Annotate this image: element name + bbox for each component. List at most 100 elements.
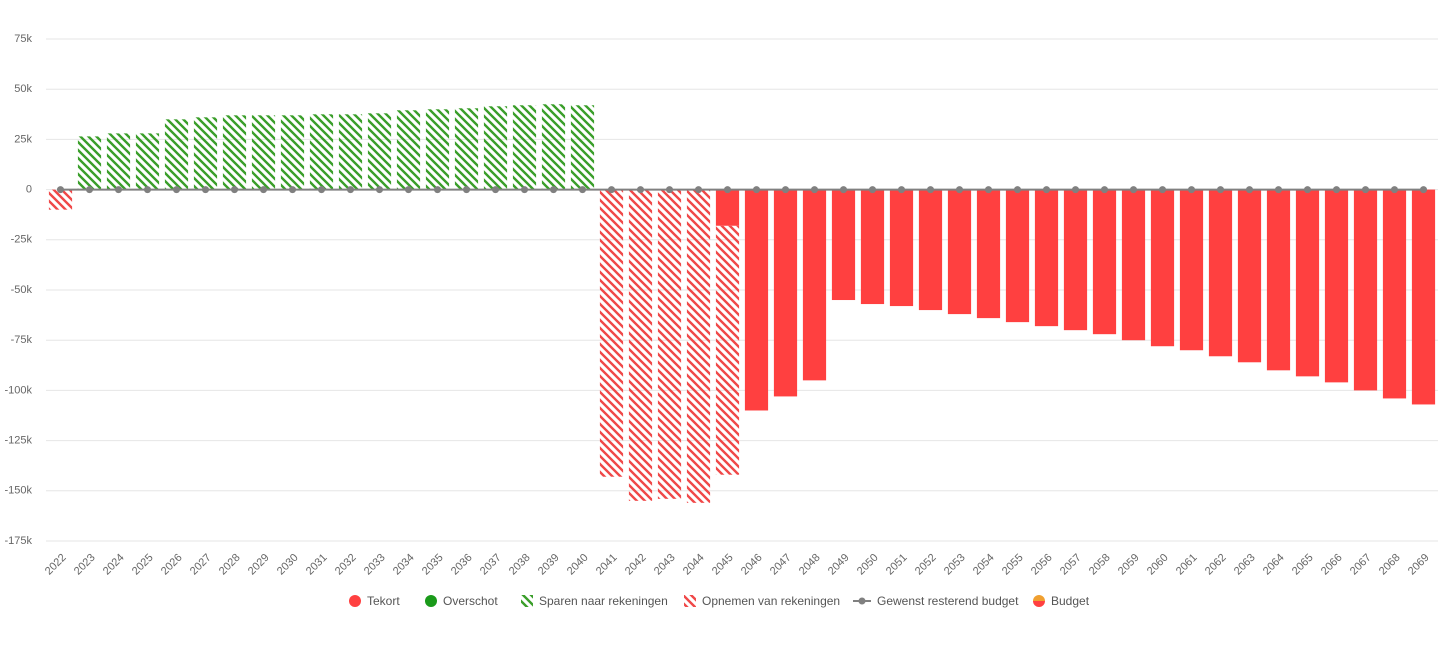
line-point [1217, 186, 1224, 194]
bar [396, 110, 421, 190]
line-point [956, 186, 963, 194]
x-tick-label: 2040 [565, 552, 591, 578]
bar [309, 114, 334, 190]
bar [425, 109, 450, 190]
y-tick-label: -75k [11, 334, 33, 346]
bar [1063, 189, 1088, 331]
bar [715, 225, 740, 475]
legend-swatch [425, 595, 437, 607]
bar [483, 106, 508, 190]
x-tick-label: 2061 [1174, 552, 1200, 578]
line-point [1130, 186, 1137, 194]
bar [628, 189, 653, 501]
x-tick-label: 2025 [130, 552, 156, 578]
bar [918, 189, 943, 311]
lines [57, 186, 1427, 194]
x-tick-label: 2028 [217, 552, 243, 578]
bar [773, 189, 798, 397]
legend-label: Overschot [443, 594, 498, 608]
line-point [376, 186, 383, 194]
line-point [1391, 186, 1398, 194]
line-point [260, 186, 267, 194]
bar [1324, 189, 1349, 383]
bar [686, 189, 711, 503]
bar [889, 189, 914, 307]
legend-swatch [1033, 601, 1045, 607]
line-point [115, 186, 122, 194]
line-point [811, 186, 818, 194]
x-tick-label: 2065 [1290, 552, 1316, 578]
bar [1208, 189, 1233, 357]
x-tick-label: 2039 [536, 552, 562, 578]
line-point [86, 186, 93, 194]
x-tick-label: 2060 [1145, 552, 1171, 578]
bar [657, 189, 682, 499]
x-tick-label: 2024 [101, 552, 127, 578]
line-point [434, 186, 441, 194]
line-point [144, 186, 151, 194]
x-tick-label: 2023 [72, 552, 98, 578]
line-point [782, 186, 789, 194]
x-tick-label: 2056 [1029, 552, 1055, 578]
legend-label: Sparen naar rekeningen [539, 594, 668, 608]
x-tick-label: 2052 [913, 552, 939, 578]
line-point [1246, 186, 1253, 194]
x-tick-label: 2069 [1406, 552, 1432, 578]
bar [831, 189, 856, 301]
x-tick-label: 2046 [739, 552, 765, 578]
line-point [579, 186, 586, 194]
legend-item: Overschot [425, 594, 498, 608]
line-point [985, 186, 992, 194]
x-tick-label: 2067 [1348, 552, 1374, 578]
x-tick-label: 2033 [362, 552, 388, 578]
bar [1411, 189, 1436, 405]
legend-label: Gewenst resterend budget [877, 594, 1019, 608]
legend-item: Gewenst resterend budget [853, 594, 1019, 608]
x-tick-label: 2036 [449, 552, 475, 578]
line-point [1188, 186, 1195, 194]
line-point [898, 186, 905, 194]
line-point [695, 186, 702, 194]
y-tick-label: -125k [4, 435, 32, 447]
line-point [318, 186, 325, 194]
bar [193, 117, 218, 190]
x-tick-label: 2022 [43, 552, 69, 578]
x-tick-label: 2047 [768, 552, 794, 578]
legend-swatch [349, 595, 361, 607]
bar [744, 189, 769, 411]
y-tick-label: -150k [4, 485, 32, 497]
y-tick-label: -50k [11, 284, 33, 296]
x-tick-label: 2049 [826, 552, 852, 578]
legend-label: Budget [1051, 594, 1090, 608]
x-tick-label: 2062 [1203, 552, 1229, 578]
x-tick-label: 2058 [1087, 552, 1113, 578]
bar [1092, 189, 1117, 335]
bar [599, 189, 624, 477]
bar [715, 189, 740, 226]
x-tick-label: 2027 [188, 552, 214, 578]
line-point [1043, 186, 1050, 194]
bar [860, 189, 885, 305]
bar [1353, 189, 1378, 391]
line-point [1275, 186, 1282, 194]
legend-item: Tekort [349, 594, 400, 608]
line-point [1420, 186, 1427, 194]
line-point [1333, 186, 1340, 194]
x-tick-label: 2050 [855, 552, 881, 578]
y-tick-label: -25k [11, 234, 33, 246]
line-point [57, 186, 64, 194]
x-tick-label: 2043 [652, 552, 678, 578]
x-tick-label: 2057 [1058, 552, 1084, 578]
legend-label: Tekort [367, 594, 400, 608]
line-point [1304, 186, 1311, 194]
line-point [666, 186, 673, 194]
x-tick-label: 2053 [942, 552, 968, 578]
x-tick-label: 2035 [420, 552, 446, 578]
bar [570, 105, 595, 190]
legend-item: Budget [1033, 594, 1090, 608]
bar [1266, 189, 1291, 371]
bar [1005, 189, 1030, 323]
x-tick-label: 2038 [507, 552, 533, 578]
x-tick-label: 2041 [594, 552, 620, 578]
